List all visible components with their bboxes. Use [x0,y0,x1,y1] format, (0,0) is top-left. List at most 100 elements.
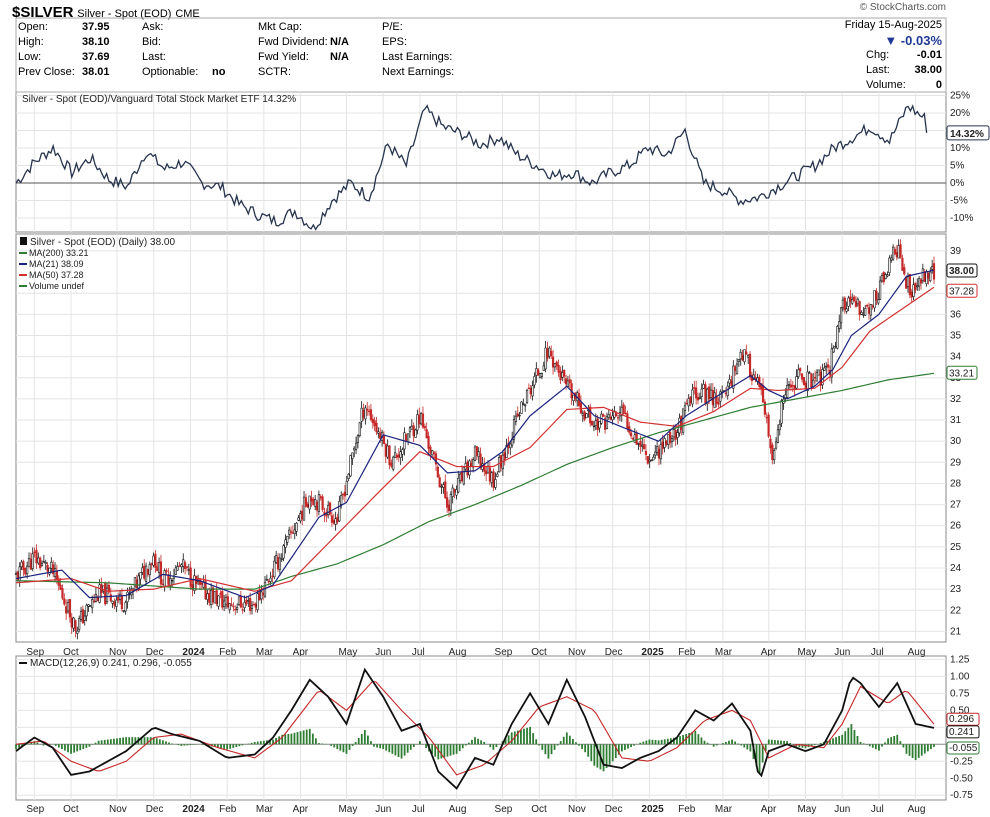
candle-body [525,389,529,403]
candle-body [33,551,36,554]
candle-body [297,517,300,521]
volume-label: Volume: [866,79,906,91]
macd-hist-bar [379,744,382,749]
macd-hist-bar [874,744,877,750]
macd-hist-bar [214,744,216,747]
candle-body [254,603,257,608]
macd-hist-bar [275,737,277,745]
macd-hist-bar [862,743,865,745]
candle-body [109,594,112,601]
candle-body [596,418,599,431]
macd-hist-bar [587,744,590,757]
price-x-label: Jul [412,647,425,658]
candle-body [144,565,148,582]
candle-body [105,587,109,603]
price-tick-label: 32 [950,394,962,405]
macd-hist-bar [550,744,553,755]
candle-body [693,387,696,389]
quote-row: Next Earnings: [382,65,482,80]
candle-body [817,369,820,376]
candle-body [215,590,218,604]
price-x-label: Dec [146,647,164,658]
candle-body [358,422,361,437]
candle-body [871,305,874,307]
candle-body [862,314,865,316]
price-x-label: Nov [109,647,127,658]
candle-body [223,600,226,607]
candle-body [302,496,306,521]
price-tick-label: 36 [950,309,962,320]
candle-body [485,470,488,475]
candle-body [929,271,932,282]
macd-hist-bar [841,734,844,745]
candle-body [826,364,830,368]
candle-body [429,446,432,454]
candle-body [535,368,538,376]
candle-body [663,438,666,448]
macd-hist-bar [795,744,798,747]
quote-row: Ask: [142,20,225,35]
candle-body [44,562,47,564]
candle-body [886,274,889,277]
candle-body [890,257,893,261]
candle-body [167,574,170,585]
candle-body [786,385,789,398]
macd-hist-bar [452,744,455,755]
candle-body [444,481,447,499]
candle-body [893,249,897,255]
price-x-label: Sep [495,647,513,658]
macd-hist-bar [917,744,920,758]
macd-hist-bar [259,741,262,745]
macd-hist-bar [682,735,684,745]
candle-body [821,369,824,386]
candle-body [163,570,166,587]
candle-body [341,493,345,496]
macd-hist-bar [908,744,911,756]
candle-body [813,377,817,379]
candle-body [301,510,304,520]
candle-body [514,415,517,422]
candle-body [81,609,84,624]
candle-body [479,453,482,468]
macd-signal-line [15,681,935,776]
candle-body [780,400,783,424]
quote-label: EPS: [382,36,408,48]
quote-value: 38.01 [82,66,110,78]
macd-hist-bar [287,734,290,745]
candle-body [189,567,192,587]
candle-body [566,380,570,387]
candle-body [682,408,685,433]
macd-hist-bar [168,742,170,745]
macd-hist-bar [590,744,593,762]
candle-body [26,565,29,575]
candle-body [490,472,493,483]
candle-body [247,600,250,602]
macd-hist-bar [269,739,271,745]
candle-body [362,409,365,418]
candle-body [70,617,73,628]
price-x-label: 2025 [641,647,664,658]
macd-hist-bar [431,744,434,755]
quote-row: SCTR: [258,65,349,80]
candle-body [356,435,360,443]
macd-hist-bar [492,744,495,750]
candle-body [925,271,928,285]
candle-body [139,572,142,580]
candle-body [607,414,610,418]
candle-body [397,454,400,458]
macd-hist-bar [510,732,513,745]
candle-body [113,601,116,606]
candle-body [849,296,852,302]
macd-hist-bar [712,744,715,747]
macd-hist-bar [54,744,57,746]
macd-hist-bar [146,737,149,745]
candle-body [724,392,727,395]
quote-row: EPS: [382,35,482,50]
macd-hist-bar [36,742,39,745]
candle-body [22,561,25,571]
candle-body [605,416,609,430]
macd-hist-bar [565,732,568,745]
candle-body [226,596,229,608]
price-tick-label: 30 [950,436,962,447]
macd-hist-bar [131,737,134,745]
